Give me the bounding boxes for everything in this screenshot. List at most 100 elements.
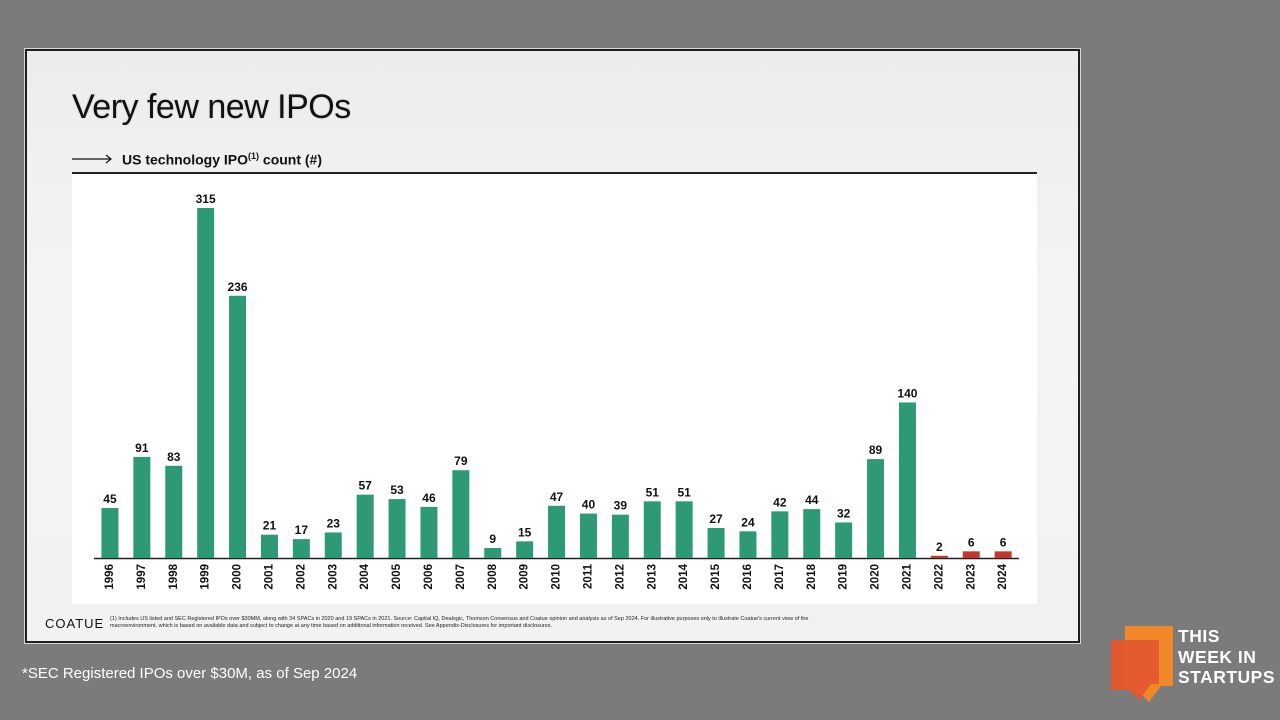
tick-label-2024: 2024 — [997, 563, 1009, 589]
data-label-2011: 40 — [582, 498, 596, 512]
bar-2007 — [452, 470, 470, 558]
footnote: (1) Includes US listed and SEC Registere… — [110, 616, 970, 630]
data-label-2014: 51 — [677, 485, 691, 499]
data-label-2018: 44 — [805, 493, 819, 507]
data-label-2024: 6 — [1000, 535, 1007, 549]
data-label-2009: 15 — [518, 525, 532, 539]
tick-label-2013: 2013 — [646, 564, 658, 590]
bar-1998 — [165, 465, 183, 558]
tick-label-2007: 2007 — [455, 564, 467, 590]
tick-label-2019: 2019 — [838, 564, 850, 590]
tick-label-2006: 2006 — [423, 564, 435, 590]
bar-2002 — [292, 539, 310, 558]
tick-label-2016: 2016 — [742, 564, 754, 590]
chart-subtitle: US technology IPO(1) count (#) — [122, 150, 323, 168]
tick-label-2010: 2010 — [551, 564, 563, 590]
speech-bubble-logo-icon — [1111, 626, 1173, 702]
data-label-2019: 32 — [837, 506, 851, 520]
data-label-1999: 315 — [196, 192, 216, 206]
data-label-1997: 91 — [135, 441, 149, 455]
bar-2012 — [611, 514, 629, 558]
bar-1999 — [197, 208, 215, 558]
bar-2011 — [579, 513, 597, 558]
tick-label-2005: 2005 — [391, 563, 403, 589]
bar-2021 — [898, 402, 916, 558]
bar-2009 — [516, 541, 534, 558]
data-label-2021: 140 — [897, 386, 917, 400]
twist-brand: THIS WEEK IN STARTUPS — [1111, 626, 1275, 702]
data-label-2000: 236 — [228, 280, 248, 294]
arrow-right-icon — [72, 154, 112, 164]
data-label-2005: 53 — [390, 483, 404, 497]
data-label-2017: 42 — [773, 495, 787, 509]
tick-label-1999: 1999 — [200, 564, 212, 590]
tick-label-2023: 2023 — [965, 564, 977, 590]
tick-label-2012: 2012 — [614, 564, 626, 590]
data-label-2003: 23 — [327, 516, 341, 530]
bar-2020 — [867, 459, 885, 558]
bar-2016 — [739, 531, 757, 558]
bar-2006 — [420, 506, 438, 558]
brand-line-3: STARTUPS — [1178, 667, 1276, 687]
data-label-1996: 45 — [103, 492, 117, 506]
slide: Very few new IPOs US technology IPO(1) c… — [24, 48, 1081, 644]
tick-label-2003: 2003 — [327, 564, 339, 590]
data-label-2010: 47 — [550, 490, 564, 504]
data-label-2016: 24 — [741, 515, 755, 529]
tick-label-2018: 2018 — [806, 563, 818, 589]
tick-label-2002: 2002 — [295, 564, 307, 590]
bar-1997 — [133, 456, 151, 558]
caption: *SEC Registered IPOs over $30M, as of Se… — [22, 665, 358, 682]
bar-2015 — [707, 528, 725, 558]
data-label-2012: 39 — [614, 499, 628, 513]
bar-2005 — [388, 499, 406, 558]
bar-2018 — [803, 509, 821, 558]
bar-2001 — [260, 534, 278, 558]
data-label-2001: 21 — [263, 519, 277, 533]
data-label-2022: 2 — [936, 540, 943, 554]
tick-label-2015: 2015 — [710, 563, 722, 589]
bar-2022 — [930, 555, 948, 558]
data-label-2013: 51 — [646, 485, 660, 499]
data-label-2007: 79 — [454, 454, 468, 468]
tick-label-2011: 2011 — [582, 563, 594, 589]
title-divider — [72, 172, 1037, 174]
bar-2010 — [548, 505, 566, 558]
slide-title: Very few new IPOs — [72, 88, 351, 126]
data-label-2002: 17 — [295, 523, 309, 537]
bar-2023 — [962, 551, 980, 558]
data-label-2023: 6 — [968, 535, 975, 549]
brand-wordmark: THIS WEEK IN STARTUPS — [1178, 626, 1275, 688]
tick-label-2021: 2021 — [901, 563, 913, 589]
data-label-2006: 46 — [422, 491, 436, 505]
tick-label-2004: 2004 — [359, 563, 371, 589]
tick-label-2001: 2001 — [263, 563, 275, 589]
bar-1996 — [101, 508, 119, 558]
tick-label-1996: 1996 — [104, 564, 116, 590]
tick-label-2009: 2009 — [519, 564, 531, 590]
chart-area: 45 1996 91 1997 83 1998 315 1999 236 2000 21 2001 17… — [72, 174, 1037, 604]
data-label-2015: 27 — [709, 512, 723, 526]
footnote-line-2: macroenvironment, which is based on avai… — [110, 623, 553, 629]
bar-2019 — [835, 522, 853, 558]
tick-label-2022: 2022 — [933, 564, 945, 590]
bar-2008 — [484, 548, 502, 558]
tick-label-2020: 2020 — [870, 564, 882, 590]
tick-label-2000: 2000 — [232, 564, 244, 590]
chart-subtitle-row: US technology IPO(1) count (#) — [72, 149, 322, 169]
bar-2004 — [356, 494, 374, 558]
tick-label-2017: 2017 — [774, 564, 786, 590]
bar-2000 — [229, 295, 247, 558]
tick-label-2014: 2014 — [678, 563, 690, 589]
bar-chart: 4519969119978319983151999236200021200117… — [94, 192, 1020, 590]
bar-2017 — [771, 511, 789, 558]
data-label-2008: 9 — [489, 532, 496, 546]
coatue-logo: COATUE — [45, 616, 105, 631]
brand-line-1: THIS — [1178, 626, 1220, 646]
brand-line-2: WEEK IN — [1178, 646, 1257, 667]
bar-2003 — [324, 532, 342, 558]
bar-2024 — [994, 551, 1012, 558]
tick-label-1998: 1998 — [168, 563, 180, 589]
data-label-1998: 83 — [167, 450, 181, 464]
bar-2014 — [675, 501, 693, 558]
